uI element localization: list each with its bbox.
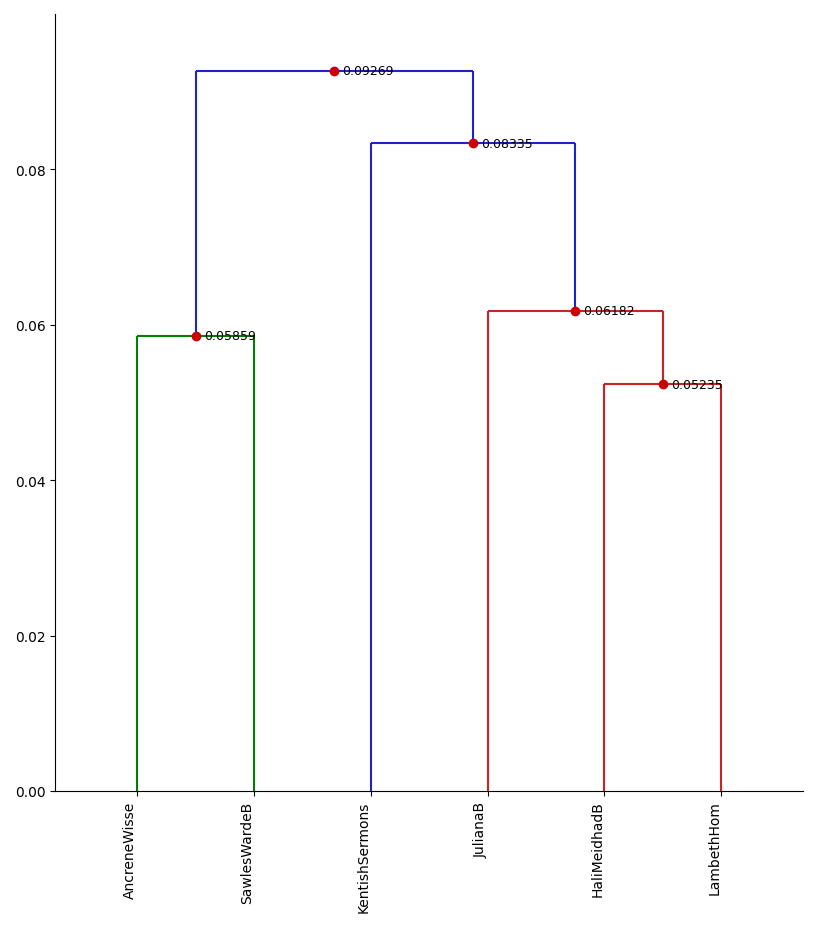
Text: 0.08335: 0.08335 xyxy=(481,138,533,151)
Text: 0.06182: 0.06182 xyxy=(583,305,635,318)
Text: 0.05235: 0.05235 xyxy=(671,378,723,391)
Text: 0.05859: 0.05859 xyxy=(204,330,256,343)
Text: 0.09269: 0.09269 xyxy=(343,65,394,78)
